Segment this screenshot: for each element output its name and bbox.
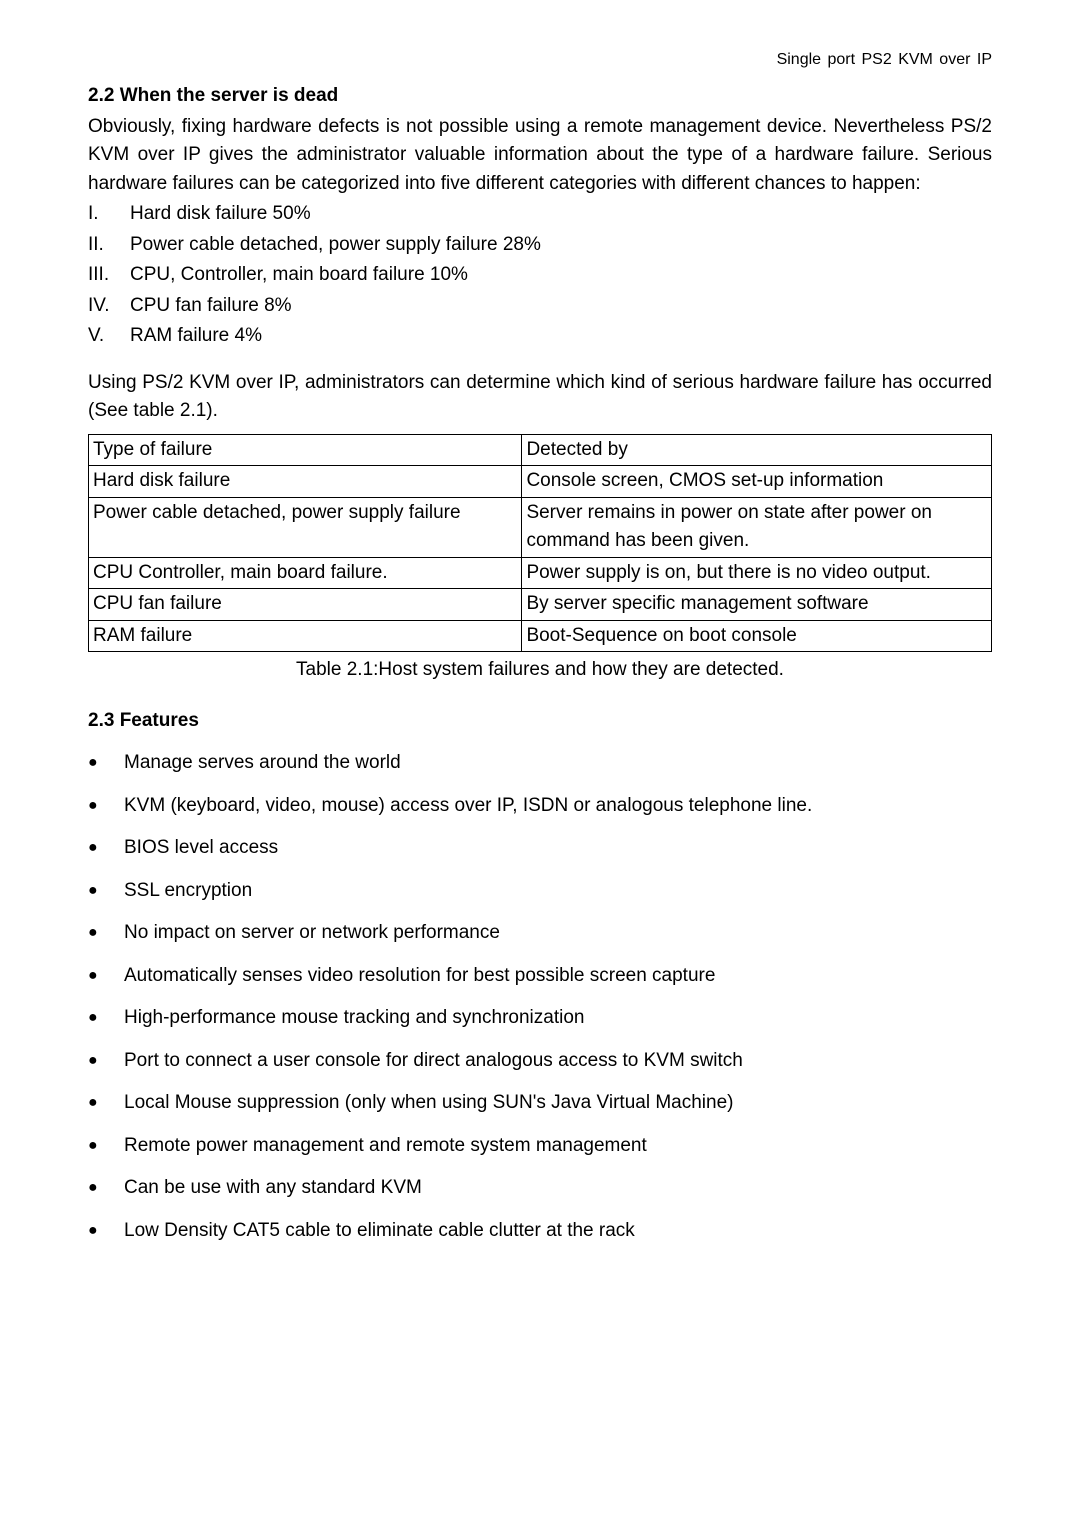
table-row: Hard disk failure Console screen, CMOS s… (89, 466, 992, 498)
bullet-icon: ● (88, 1004, 124, 1031)
list-item-text: Manage serves around the world (124, 749, 401, 778)
table-header-cell: Type of failure (89, 434, 522, 466)
table-row: Power cable detached, power supply failu… (89, 497, 992, 557)
table-cell: By server specific management software (522, 589, 992, 621)
list-item-text: Automatically senses video resolution fo… (124, 962, 715, 991)
list-item-number: IV. (88, 292, 130, 321)
table-cell: Server remains in power on state after p… (522, 497, 992, 557)
table-cell: Hard disk failure (89, 466, 522, 498)
list-item-text: Hard disk failure 50% (130, 200, 311, 229)
failure-categories-list: I. Hard disk failure 50% II. Power cable… (88, 200, 992, 351)
list-item: ●Can be use with any standard KVM (88, 1174, 992, 1203)
list-item-text: SSL encryption (124, 877, 252, 906)
list-item-text: CPU fan failure 8% (130, 292, 292, 321)
list-item-text: CPU, Controller, main board failure 10% (130, 261, 468, 290)
bullet-icon: ● (88, 1174, 124, 1201)
bullet-icon: ● (88, 962, 124, 989)
list-item-text: Port to connect a user console for direc… (124, 1047, 743, 1076)
list-item-number: I. (88, 200, 130, 229)
running-header: Single port PS2 KVM over IP (88, 48, 992, 72)
list-item: ●Remote power management and remote syst… (88, 1132, 992, 1161)
table-cell: Boot-Sequence on boot console (522, 620, 992, 652)
list-item: ●No impact on server or network performa… (88, 919, 992, 948)
table-row: CPU fan failure By server specific manag… (89, 589, 992, 621)
list-item-number: III. (88, 261, 130, 290)
bullet-icon: ● (88, 1047, 124, 1074)
bullet-icon: ● (88, 1217, 124, 1244)
bullet-icon: ● (88, 1089, 124, 1116)
features-list: ●Manage serves around the world ●KVM (ke… (88, 749, 992, 1245)
list-item: ●Local Mouse suppression (only when usin… (88, 1089, 992, 1118)
bullet-icon: ● (88, 1132, 124, 1159)
list-item-text: Power cable detached, power supply failu… (130, 231, 541, 260)
list-item-number: II. (88, 231, 130, 260)
table-header-cell: Detected by (522, 434, 992, 466)
section-2-3-title: 2.3 Features (88, 707, 992, 736)
table-cell: Console screen, CMOS set-up information (522, 466, 992, 498)
bullet-icon: ● (88, 792, 124, 819)
section-2-2-para2: Using PS/2 KVM over IP, administrators c… (88, 369, 992, 426)
table-caption: Table 2.1:Host system failures and how t… (88, 656, 992, 685)
list-item: ●KVM (keyboard, video, mouse) access ove… (88, 792, 992, 821)
bullet-icon: ● (88, 919, 124, 946)
table-row: CPU Controller, main board failure. Powe… (89, 557, 992, 589)
list-item: V. RAM failure 4% (88, 322, 992, 351)
table-cell: Power cable detached, power supply failu… (89, 497, 522, 557)
list-item-number: V. (88, 322, 130, 351)
list-item-text: High-performance mouse tracking and sync… (124, 1004, 584, 1033)
bullet-icon: ● (88, 877, 124, 904)
list-item-text: KVM (keyboard, video, mouse) access over… (124, 792, 812, 821)
table-cell: CPU fan failure (89, 589, 522, 621)
section-2-2-title: 2.2 When the server is dead (88, 82, 992, 111)
list-item-text: Low Density CAT5 cable to eliminate cabl… (124, 1217, 635, 1246)
list-item: ●Automatically senses video resolution f… (88, 962, 992, 991)
list-item-text: No impact on server or network performan… (124, 919, 500, 948)
bullet-icon: ● (88, 749, 124, 776)
list-item: II. Power cable detached, power supply f… (88, 231, 992, 260)
table-header-row: Type of failure Detected by (89, 434, 992, 466)
list-item: III. CPU, Controller, main board failure… (88, 261, 992, 290)
list-item: ●Manage serves around the world (88, 749, 992, 778)
list-item: IV. CPU fan failure 8% (88, 292, 992, 321)
list-item: ●Low Density CAT5 cable to eliminate cab… (88, 1217, 992, 1246)
list-item: ●Port to connect a user console for dire… (88, 1047, 992, 1076)
failure-detection-table: Type of failure Detected by Hard disk fa… (88, 434, 992, 653)
list-item-text: Local Mouse suppression (only when using… (124, 1089, 733, 1118)
list-item: ●SSL encryption (88, 877, 992, 906)
list-item-text: Remote power management and remote syste… (124, 1132, 647, 1161)
table-cell: RAM failure (89, 620, 522, 652)
list-item-text: RAM failure 4% (130, 322, 262, 351)
list-item: I. Hard disk failure 50% (88, 200, 992, 229)
section-2-2-intro: Obviously, fixing hardware defects is no… (88, 113, 992, 199)
table-cell: Power supply is on, but there is no vide… (522, 557, 992, 589)
bullet-icon: ● (88, 834, 124, 861)
list-item-text: Can be use with any standard KVM (124, 1174, 422, 1203)
table-row: RAM failure Boot-Sequence on boot consol… (89, 620, 992, 652)
list-item: ●BIOS level access (88, 834, 992, 863)
list-item-text: BIOS level access (124, 834, 278, 863)
list-item: ●High-performance mouse tracking and syn… (88, 1004, 992, 1033)
table-cell: CPU Controller, main board failure. (89, 557, 522, 589)
